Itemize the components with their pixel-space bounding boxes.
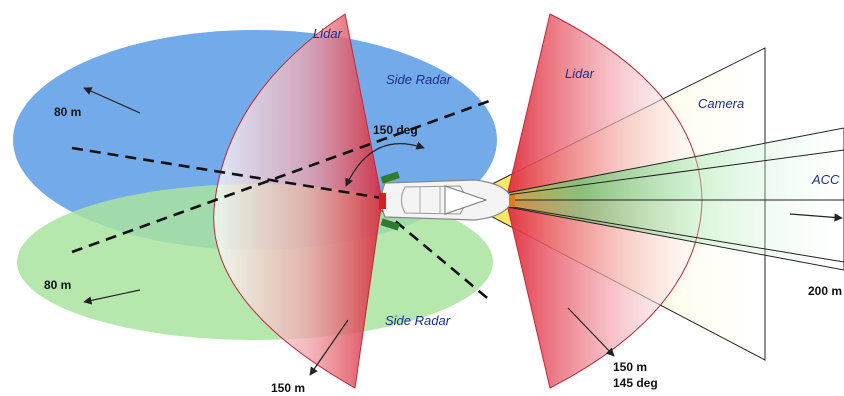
acc-beam-outer-top [469, 149, 844, 201]
label-range-rear-lidar: 150 m [271, 381, 305, 395]
label-angle-front-lidar: 145 deg [613, 376, 658, 390]
arrow-bottom-left [83, 289, 141, 305]
acc-beam-outer-bottom [469, 199, 844, 263]
radar-boundary-lower [381, 209, 493, 303]
angle-arc-arrow [345, 141, 425, 187]
car-top-view [380, 179, 513, 221]
label-side-radar-top: Side Radar [386, 72, 452, 87]
label-camera: Camera [698, 96, 744, 111]
radar-boundary-middle [71, 146, 383, 200]
arrow-acc [789, 213, 843, 222]
rear-lidar-zone [213, 13, 383, 389]
acc-zone-lower [469, 199, 844, 271]
radar-boundary-upper [71, 98, 493, 254]
label-side-radar-bottom: Side Radar [385, 313, 451, 328]
label-range-front-lidar: 150 m [613, 360, 647, 374]
label-range-bottom-left: 80 m [44, 278, 71, 292]
label-acc: ACC [811, 172, 840, 187]
label-range-acc: 200 m [808, 284, 842, 298]
label-lidar-front: Lidar [565, 66, 595, 81]
rear-sensor-red [379, 193, 386, 209]
arrow-top-left [83, 87, 141, 114]
arrow-front-lidar [567, 307, 615, 357]
label-range-top-left: 80 m [54, 105, 81, 119]
rear-sensor-green-bottom [380, 218, 400, 231]
front-sensor-orange [509, 195, 515, 207]
label-angle-rear: 150 deg [373, 123, 418, 137]
label-lidar-rear: Lidar [313, 26, 343, 41]
arrow-rear-lidar [309, 319, 349, 376]
